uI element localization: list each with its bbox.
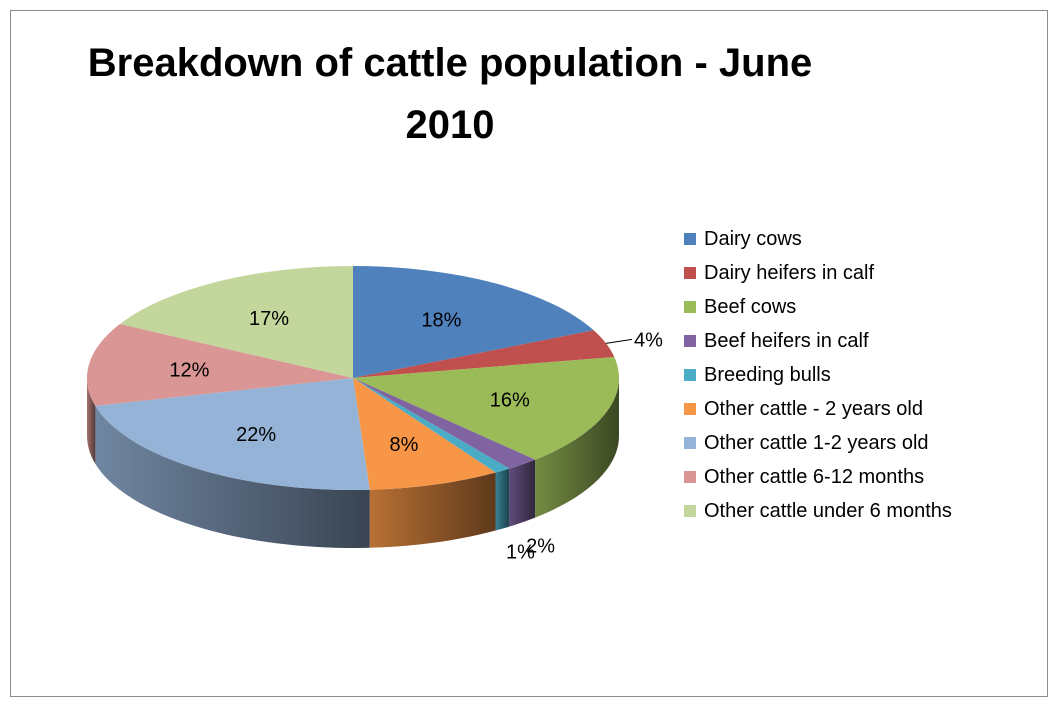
- data-labels: 18% 4% 16% 2%1% 8% 22% 12% 17%: [169, 308, 663, 563]
- legend-label: Beef heifers in calf: [704, 330, 869, 352]
- slice-side-beef-cows: [535, 378, 619, 518]
- legend-label: Dairy cows: [704, 228, 802, 250]
- slice-breeding-bulls: [353, 378, 510, 473]
- legend-label: Dairy heifers in calf: [704, 262, 875, 284]
- slice-other-cattle-2-years-old: [353, 378, 496, 490]
- data-label-beef-cows: 16%: [490, 390, 530, 412]
- data-label-other-cattle-2-years-old: 8%: [390, 434, 419, 456]
- legend-swatch: [684, 437, 696, 449]
- slice-side-beef-heifers-in-calf: [509, 459, 536, 527]
- slice-dairy-cows: [353, 266, 594, 378]
- leader-lines: [605, 338, 633, 344]
- legend-label: Breeding bulls: [704, 364, 831, 386]
- pie-slices: [87, 266, 620, 491]
- legend-label: Other cattle - 2 years old: [704, 398, 923, 420]
- legend-swatch: [684, 233, 696, 245]
- data-label-dairy-heifers-in-calf: 4%: [634, 329, 663, 351]
- legend-item-dairy-cows: Dairy cows: [682, 222, 1052, 256]
- legend-item-other-cattle-under-6-months: Other cattle under 6 months: [682, 494, 1052, 528]
- legend-label: Other cattle 6-12 months: [704, 466, 925, 488]
- data-label-other-cattle-6-12-months: 12%: [169, 359, 209, 381]
- legend-item-other-cattle-2-years-old: Other cattle - 2 years old: [682, 392, 1052, 426]
- legend-swatch: [684, 335, 696, 347]
- slice-side-other-cattle-2-years-old: [369, 472, 496, 548]
- data-label-beef-heifers-in-calf: 2%: [526, 535, 555, 557]
- data-label-other-cattle-1-2-years-old: 22%: [236, 424, 276, 446]
- legend-swatch: [684, 267, 696, 279]
- data-label-dairy-cows: 18%: [421, 309, 461, 331]
- legend-swatch: [684, 505, 696, 517]
- slice-other-cattle-6-12-months: [87, 324, 353, 406]
- legend-item-other-cattle-1-2-years-old: Other cattle 1-2 years old: [682, 426, 1052, 460]
- slice-beef-cows: [353, 357, 620, 460]
- chart-title: Breakdown of cattle population - June 20…: [87, 41, 813, 147]
- slice-side-other-cattle-1-2-years-old: [95, 405, 370, 548]
- legend-label: Beef cows: [704, 296, 797, 318]
- legend-label: Other cattle 1-2 years old: [704, 432, 929, 454]
- leader-line-dairy-heifers-in-calf: [605, 338, 633, 344]
- slice-side-other-cattle-6-12-months: [87, 378, 96, 464]
- slice-other-cattle-1-2-years-old: [95, 378, 370, 491]
- slice-other-cattle-under-6-months: [119, 266, 354, 378]
- legend-item-breeding-bulls: Breeding bulls: [682, 358, 1052, 392]
- legend-swatch: [684, 369, 696, 381]
- legend-swatch: [684, 471, 696, 483]
- slice-beef-heifers-in-calf: [353, 378, 536, 469]
- slice-dairy-heifers-in-calf: [353, 330, 615, 378]
- data-label-breeding-bulls: 1%: [506, 542, 535, 564]
- data-label-other-cattle-under-6-months: 17%: [249, 308, 289, 330]
- legend-swatch: [684, 403, 696, 415]
- legend-item-other-cattle-6-12-months: Other cattle 6-12 months: [682, 460, 1052, 494]
- legend-swatch: [684, 301, 696, 313]
- legend-label: Other cattle under 6 months: [704, 500, 952, 522]
- pie-sides: [87, 378, 619, 548]
- slice-side-breeding-bulls: [495, 468, 510, 531]
- legend-item-dairy-heifers-in-calf: Dairy heifers in calf: [682, 256, 1052, 290]
- legend-item-beef-heifers-in-calf: Beef heifers in calf: [682, 324, 1052, 358]
- legend: Dairy cows Dairy heifers in calf Beef cows…: [682, 222, 1052, 528]
- legend-item-beef-cows: Beef cows: [682, 290, 1052, 324]
